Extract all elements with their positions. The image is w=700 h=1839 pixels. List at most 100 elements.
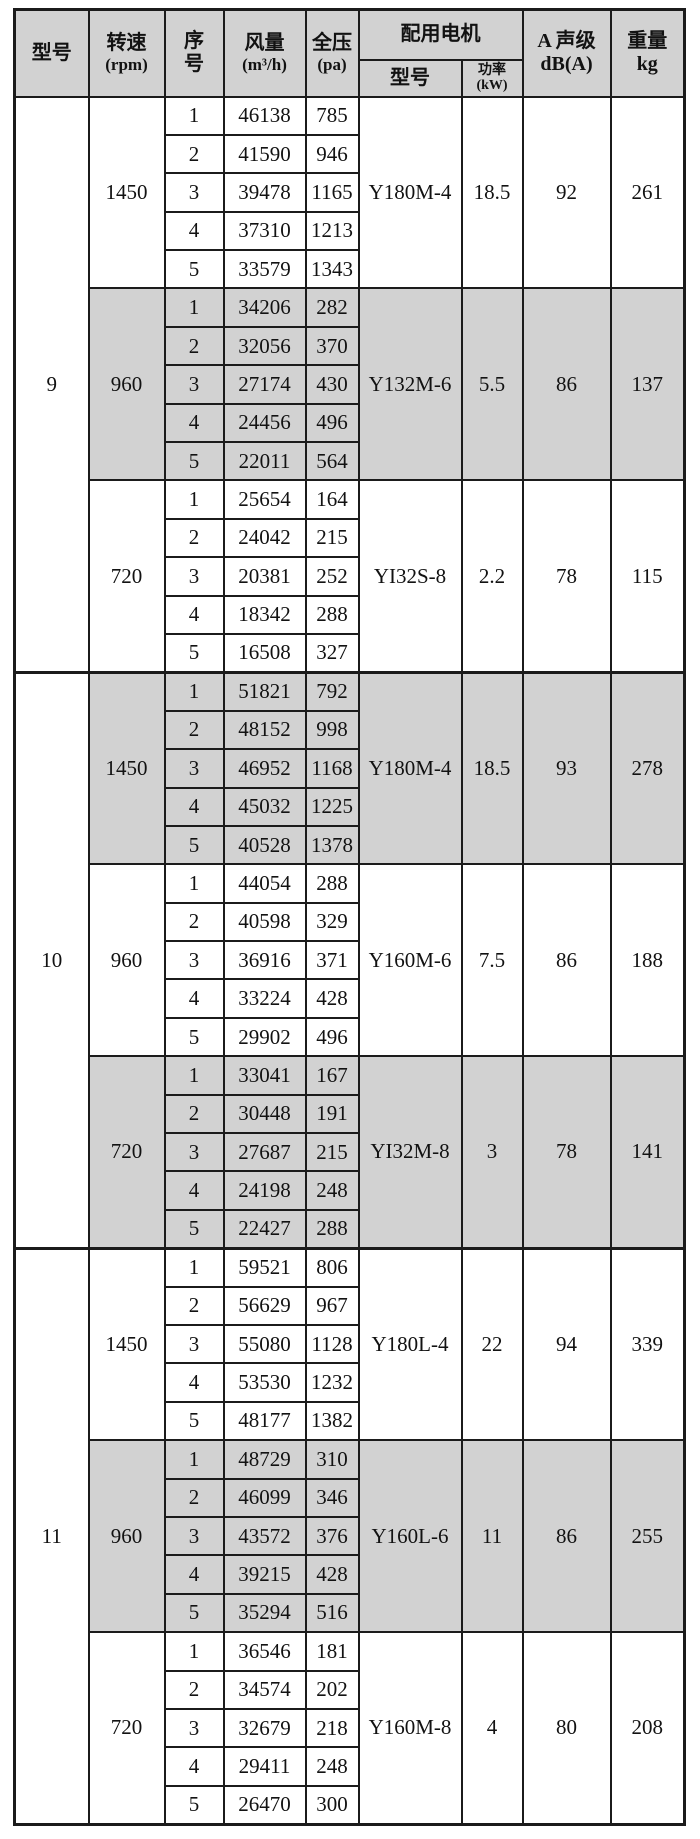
header-motor-power-unit: (kW) — [476, 78, 508, 93]
serial-cell: 4 — [163, 1170, 225, 1211]
spec-row: 3 46952 1168 — [15, 748, 685, 789]
pressure-cell: 564 — [304, 441, 360, 482]
motor-power-cell: 2.2 — [460, 479, 524, 674]
airflow-cell: 53530 — [222, 1362, 307, 1403]
header-weight-label: 重量 — [627, 30, 668, 53]
speed-cell: 960 — [87, 863, 166, 1058]
speed-cell: 1450 — [87, 670, 166, 866]
airflow-cell: 34206 — [222, 287, 307, 328]
airflow-cell: 45032 — [222, 786, 307, 827]
airflow-cell: 22427 — [222, 1208, 307, 1250]
spec-row: 4 24456 496 — [15, 402, 685, 444]
serial-cell: 3 — [163, 1707, 225, 1749]
pressure-cell: 428 — [304, 1554, 360, 1595]
airflow-cell: 22011 — [222, 441, 307, 482]
serial-cell: 4 — [163, 978, 225, 1019]
weight-cell: 188 — [609, 863, 686, 1058]
model-cell: 9 — [13, 95, 90, 674]
weight-cell: 339 — [609, 1246, 686, 1442]
serial-cell: 2 — [163, 1285, 225, 1327]
airflow-cell: 56629 — [222, 1285, 307, 1327]
pressure-cell: 1343 — [304, 249, 360, 290]
pressure-cell: 181 — [304, 1631, 360, 1672]
spec-row: 3 32679 218 — [15, 1707, 685, 1749]
pressure-cell: 1225 — [304, 786, 360, 827]
pressure-cell: 1232 — [304, 1362, 360, 1403]
header-motor-group-label: 配用电机 — [400, 23, 481, 46]
airflow-cell: 33041 — [222, 1055, 307, 1096]
spec-row: 2 24042 215 — [15, 517, 685, 559]
serial-cell: 1 — [163, 1055, 225, 1096]
motor-power-cell: 11 — [460, 1439, 524, 1634]
serial-cell: 1 — [163, 287, 225, 328]
spec-row: 720 1 33041 167 YI32M-8 3 78 141 — [15, 1055, 686, 1250]
airflow-cell: 41590 — [222, 133, 307, 175]
spec-row: 2 30448 191 — [15, 1093, 685, 1135]
pressure-cell: 496 — [304, 1016, 360, 1058]
airflow-cell: 32056 — [222, 325, 307, 367]
table-body: 9 1450 1 46138 785 Y180M-4 18.5 92 261 2 41590 946 3… — [13, 95, 686, 1826]
header-motor-power-label: 功率 — [478, 62, 506, 78]
pressure-cell: 967 — [304, 1285, 360, 1327]
header-motor-group: 配用电机 — [357, 8, 524, 61]
noise-cell: 94 — [521, 1246, 612, 1442]
spec-row: 5 40528 1378 — [15, 824, 685, 866]
spec-row: 4 53530 1232 — [15, 1362, 685, 1403]
fan-spec-table: 型号 转速 (rpm) 序 号 风量 (m³/h) 全压 (pa) — [13, 8, 686, 1826]
header-airflow-label: 风量 — [244, 31, 285, 54]
serial-cell: 5 — [163, 1208, 225, 1250]
pressure-cell: 288 — [304, 863, 360, 904]
motor-model-cell: YI32S-8 — [357, 479, 463, 674]
spec-row: 4 45032 1225 — [15, 786, 685, 827]
speed-cell: 1450 — [87, 95, 166, 290]
speed-cell: 720 — [87, 1631, 166, 1826]
serial-cell: 1 — [163, 1246, 225, 1288]
spec-row: 720 1 36546 181 Y160M-8 4 80 208 — [15, 1631, 686, 1826]
spec-row: 5 22011 564 — [15, 441, 685, 482]
pressure-cell: 516 — [304, 1592, 360, 1634]
pressure-cell: 946 — [304, 133, 360, 175]
airflow-cell: 36546 — [222, 1631, 307, 1672]
header-serial: 序 号 — [163, 8, 225, 98]
weight-cell: 208 — [609, 1631, 686, 1826]
pressure-cell: 1165 — [304, 172, 360, 213]
serial-cell: 2 — [163, 901, 225, 943]
airflow-cell: 25654 — [222, 479, 307, 520]
header-pressure-unit: (pa) — [317, 54, 347, 74]
airflow-cell: 51821 — [222, 670, 307, 712]
spec-row: 5 33579 1343 — [15, 249, 685, 290]
spec-row: 2 46099 346 — [15, 1477, 685, 1518]
pressure-cell: 998 — [304, 709, 360, 751]
header-pressure-label: 全压 — [312, 31, 352, 54]
spec-row: 11 1450 1 59521 806 Y180L-4 22 94 339 — [13, 1246, 686, 1826]
pressure-cell: 1382 — [304, 1400, 360, 1442]
motor-power-cell: 7.5 — [460, 863, 524, 1058]
serial-cell: 5 — [163, 441, 225, 482]
spec-row: 3 43572 376 — [15, 1515, 685, 1557]
spec-row: 2 34574 202 — [15, 1669, 685, 1710]
noise-cell: 86 — [521, 863, 612, 1058]
weight-cell: 255 — [609, 1439, 686, 1634]
airflow-cell: 33579 — [222, 249, 307, 290]
spec-row: 720 1 25654 164 YI32S-8 2.2 78 115 — [15, 479, 686, 674]
serial-cell: 4 — [163, 402, 225, 444]
serial-cell: 5 — [163, 824, 225, 866]
serial-cell: 4 — [163, 1746, 225, 1787]
pressure-cell: 288 — [304, 594, 360, 635]
airflow-cell: 46952 — [222, 748, 307, 789]
model-cell: 11 — [13, 1246, 90, 1826]
pressure-cell: 310 — [304, 1439, 360, 1480]
airflow-cell: 48177 — [222, 1400, 307, 1442]
airflow-cell: 27687 — [222, 1132, 307, 1173]
airflow-cell: 43572 — [222, 1515, 307, 1557]
serial-cell: 5 — [163, 1016, 225, 1058]
spec-row: 9 1450 1 46138 785 Y180M-4 18.5 92 261 — [13, 95, 686, 674]
pressure-cell: 164 — [304, 479, 360, 520]
pressure-cell: 300 — [304, 1784, 360, 1826]
motor-power-cell: 18.5 — [460, 95, 524, 290]
spec-row: 2 41590 946 — [15, 133, 685, 175]
serial-cell: 3 — [163, 940, 225, 981]
noise-cell: 86 — [521, 287, 612, 482]
header-airflow: 风量 (m³/h) — [222, 8, 307, 98]
